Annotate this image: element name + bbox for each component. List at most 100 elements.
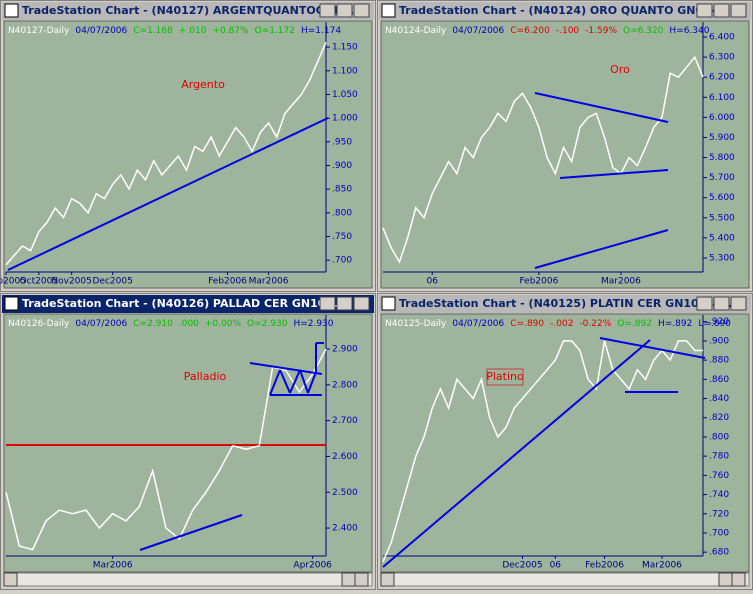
title-bar [379, 2, 751, 20]
scroll-right[interactable] [718, 572, 733, 587]
info-item: O=6.320 [623, 26, 664, 36]
info-item: N40125-Daily [385, 319, 447, 329]
annotation: Palladio [184, 370, 227, 383]
y-tick-label: 2.700 [332, 416, 358, 426]
y-tick-label: 1.150 [332, 43, 358, 53]
info-item: +0.00% [205, 319, 242, 329]
y-tick-label: .800 [332, 208, 352, 218]
y-tick-label: .840 [709, 394, 729, 404]
y-tick-label: .900 [332, 161, 352, 171]
close-button[interactable] [730, 296, 747, 311]
info-item: O=1.172 [255, 26, 295, 36]
trend-line [249, 362, 323, 375]
price-line [5, 42, 327, 266]
y-tick-label: 5.400 [709, 233, 735, 243]
scrollbar[interactable] [380, 572, 750, 587]
minimize-button[interactable] [319, 3, 336, 18]
maximize-button[interactable] [713, 3, 730, 18]
maximize-button[interactable] [336, 3, 353, 18]
info-item: O=.892 [617, 319, 652, 329]
maximize-button[interactable] [336, 296, 353, 311]
scroll-right[interactable] [341, 572, 356, 587]
y-tick-label: 6.300 [709, 53, 735, 63]
close-button[interactable] [730, 3, 747, 18]
chart-window: TradeStation Chart - (N40127) ARGENTQUAN… [0, 0, 376, 292]
scroll-left[interactable] [3, 572, 18, 587]
chart-window: TradeStation Chart - (N40124) ORO QUANTO… [377, 0, 753, 292]
y-tick-label: 2.400 [332, 524, 358, 534]
trend-line [382, 339, 651, 568]
trend-line [599, 337, 706, 359]
x-tick-label: Sep2005 [0, 277, 26, 287]
info-line: N40126-Daily 04/07/2006 C=2.910 .000 +0.00% O… [8, 319, 334, 329]
info-item: C=2.910 [133, 319, 173, 329]
x-tick-label: Nov2005 [51, 277, 91, 287]
info-item: +.010 [179, 26, 207, 36]
y-tick-label: .850 [332, 185, 352, 195]
y-tick-label: .880 [709, 356, 729, 366]
trend-line [289, 369, 301, 394]
minimize-button[interactable] [696, 3, 713, 18]
scrollbar[interactable] [3, 572, 373, 587]
x-tick-label: Dec2005 [502, 561, 542, 571]
x-tick-label: Mar2006 [642, 561, 682, 571]
trend-line [7, 117, 329, 271]
trend-line [299, 369, 309, 394]
info-item: H=6.340 [669, 26, 709, 36]
y-tick-label: .900 [709, 336, 729, 346]
y-tick-label: 5.300 [709, 253, 735, 263]
info-line: N40127-Daily 04/07/2006 C=1.168 +.010 +0.87%… [8, 26, 341, 36]
close-button[interactable] [353, 3, 370, 18]
y-tick-label: 1.100 [332, 66, 358, 76]
y-tick-label: .740 [709, 490, 729, 500]
x-tick-label: 06 [427, 277, 439, 287]
y-tick-label: 1.000 [332, 114, 358, 124]
annotation: Oro [610, 63, 630, 76]
y-tick-label: .860 [709, 375, 729, 385]
info-item: H=1.174 [301, 26, 341, 36]
info-item: 04/07/2006 [75, 319, 127, 329]
scroll-thumb[interactable] [731, 572, 746, 587]
y-tick-label: 6.200 [709, 73, 735, 83]
minimize-button[interactable] [319, 296, 336, 311]
title-bar [2, 2, 374, 20]
plot-area [3, 313, 373, 573]
x-tick-label: Mar2006 [249, 277, 289, 287]
price-line [382, 340, 703, 563]
trend-line [534, 229, 669, 269]
y-tick-label: .800 [709, 432, 729, 442]
scroll-left[interactable] [380, 572, 395, 587]
trend-line [559, 169, 669, 179]
trend-line [139, 514, 243, 551]
y-tick-label: 2.500 [332, 488, 358, 498]
x-tick-label: Apr2006 [293, 561, 332, 571]
info-item: H=.892 [658, 319, 692, 329]
window-title: TradeStation Chart - (N40125) PLATIN CER… [399, 297, 732, 310]
minimize-button[interactable] [696, 296, 713, 311]
y-tick-label: .760 [709, 471, 729, 481]
info-line: N40124-Daily 04/07/2006 C=6.200 -.100 -1.59%… [385, 26, 710, 36]
info-item: N40124-Daily [385, 26, 447, 36]
window-icon [381, 3, 396, 18]
window-icon [4, 296, 19, 311]
info-item: -.002 [550, 319, 573, 329]
info-item: 04/07/2006 [75, 26, 127, 36]
y-tick-label: .820 [709, 413, 729, 423]
y-tick-label: 6.400 [709, 33, 735, 43]
x-tick-label: Feb2006 [585, 561, 624, 571]
info-item: -0.22% [579, 319, 611, 329]
trend-line [279, 369, 291, 394]
info-item: C=.890 [510, 319, 544, 329]
info-item: O=2.930 [247, 319, 288, 329]
maximize-button[interactable] [713, 296, 730, 311]
x-tick-label: Mar2006 [93, 561, 133, 571]
close-button[interactable] [353, 296, 370, 311]
trend-line [269, 369, 281, 396]
info-item: C=1.168 [133, 26, 173, 36]
chart-window: TradeStation Chart - (N40126) PALLAD CER… [0, 293, 376, 590]
scroll-thumb[interactable] [354, 572, 369, 587]
x-tick-label: Mar2006 [601, 277, 641, 287]
y-tick-label: 5.700 [709, 173, 735, 183]
y-tick-label: 1.050 [332, 90, 358, 100]
